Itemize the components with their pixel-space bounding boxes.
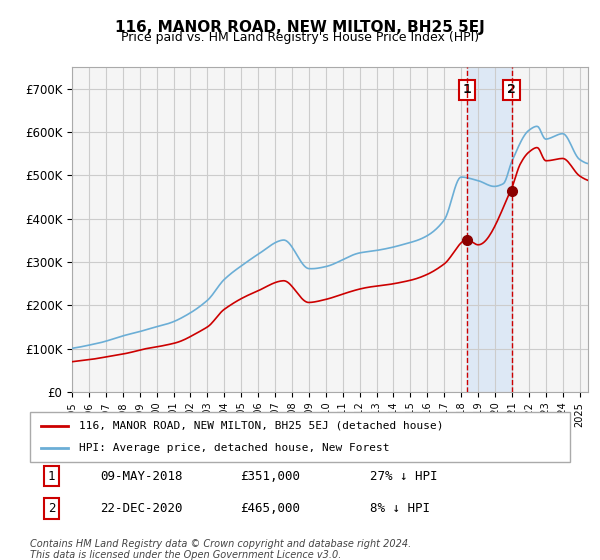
Text: 2: 2	[48, 502, 55, 515]
Text: Contains HM Land Registry data © Crown copyright and database right 2024.
This d: Contains HM Land Registry data © Crown c…	[30, 539, 411, 560]
Text: 22-DEC-2020: 22-DEC-2020	[100, 502, 182, 515]
Text: Price paid vs. HM Land Registry's House Price Index (HPI): Price paid vs. HM Land Registry's House …	[121, 31, 479, 44]
Text: 1: 1	[48, 470, 55, 483]
Text: £465,000: £465,000	[241, 502, 301, 515]
FancyBboxPatch shape	[30, 412, 570, 462]
Text: 27% ↓ HPI: 27% ↓ HPI	[370, 470, 438, 483]
Text: 116, MANOR ROAD, NEW MILTON, BH25 5EJ (detached house): 116, MANOR ROAD, NEW MILTON, BH25 5EJ (d…	[79, 421, 443, 431]
Text: 1: 1	[463, 83, 472, 96]
Text: £351,000: £351,000	[241, 470, 301, 483]
Text: HPI: Average price, detached house, New Forest: HPI: Average price, detached house, New …	[79, 443, 389, 453]
Bar	[467, 67, 512, 392]
Text: 09-MAY-2018: 09-MAY-2018	[100, 470, 182, 483]
Text: 8% ↓ HPI: 8% ↓ HPI	[370, 502, 430, 515]
Text: 2: 2	[507, 83, 516, 96]
Text: 116, MANOR ROAD, NEW MILTON, BH25 5EJ: 116, MANOR ROAD, NEW MILTON, BH25 5EJ	[115, 20, 485, 35]
